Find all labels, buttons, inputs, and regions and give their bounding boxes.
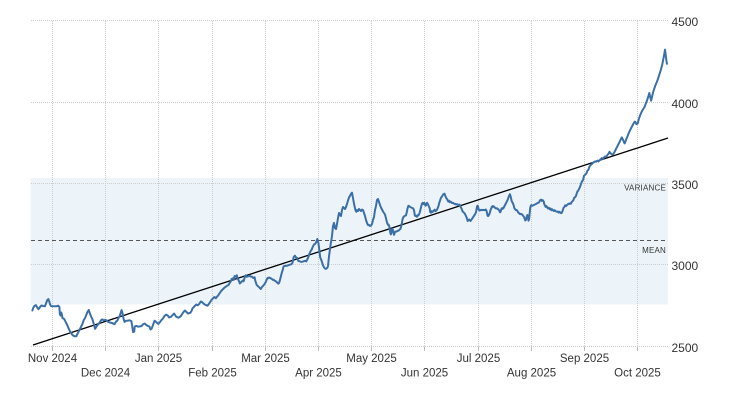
svg-text:May 2025: May 2025 — [346, 353, 397, 365]
svg-text:Feb 2025: Feb 2025 — [188, 367, 237, 379]
svg-text:Jan 2025: Jan 2025 — [135, 353, 182, 365]
svg-text:4000: 4000 — [672, 97, 699, 111]
svg-text:Mar 2025: Mar 2025 — [241, 353, 290, 365]
svg-text:Dec 2024: Dec 2024 — [81, 367, 131, 379]
svg-text:2500: 2500 — [672, 341, 699, 355]
svg-text:Nov 2024: Nov 2024 — [28, 353, 78, 365]
svg-text:MEAN: MEAN — [642, 246, 666, 255]
svg-text:3500: 3500 — [672, 178, 699, 192]
svg-text:Aug 2025: Aug 2025 — [507, 367, 556, 379]
svg-text:VARIANCE: VARIANCE — [624, 183, 666, 192]
svg-text:3000: 3000 — [672, 259, 699, 273]
svg-text:Jun 2025: Jun 2025 — [401, 367, 448, 379]
svg-text:4500: 4500 — [672, 15, 699, 29]
svg-text:Oct 2025: Oct 2025 — [614, 367, 661, 379]
svg-text:Jul 2025: Jul 2025 — [457, 353, 500, 365]
svg-text:Apr 2025: Apr 2025 — [295, 367, 342, 379]
svg-text:Sep 2025: Sep 2025 — [560, 353, 609, 365]
